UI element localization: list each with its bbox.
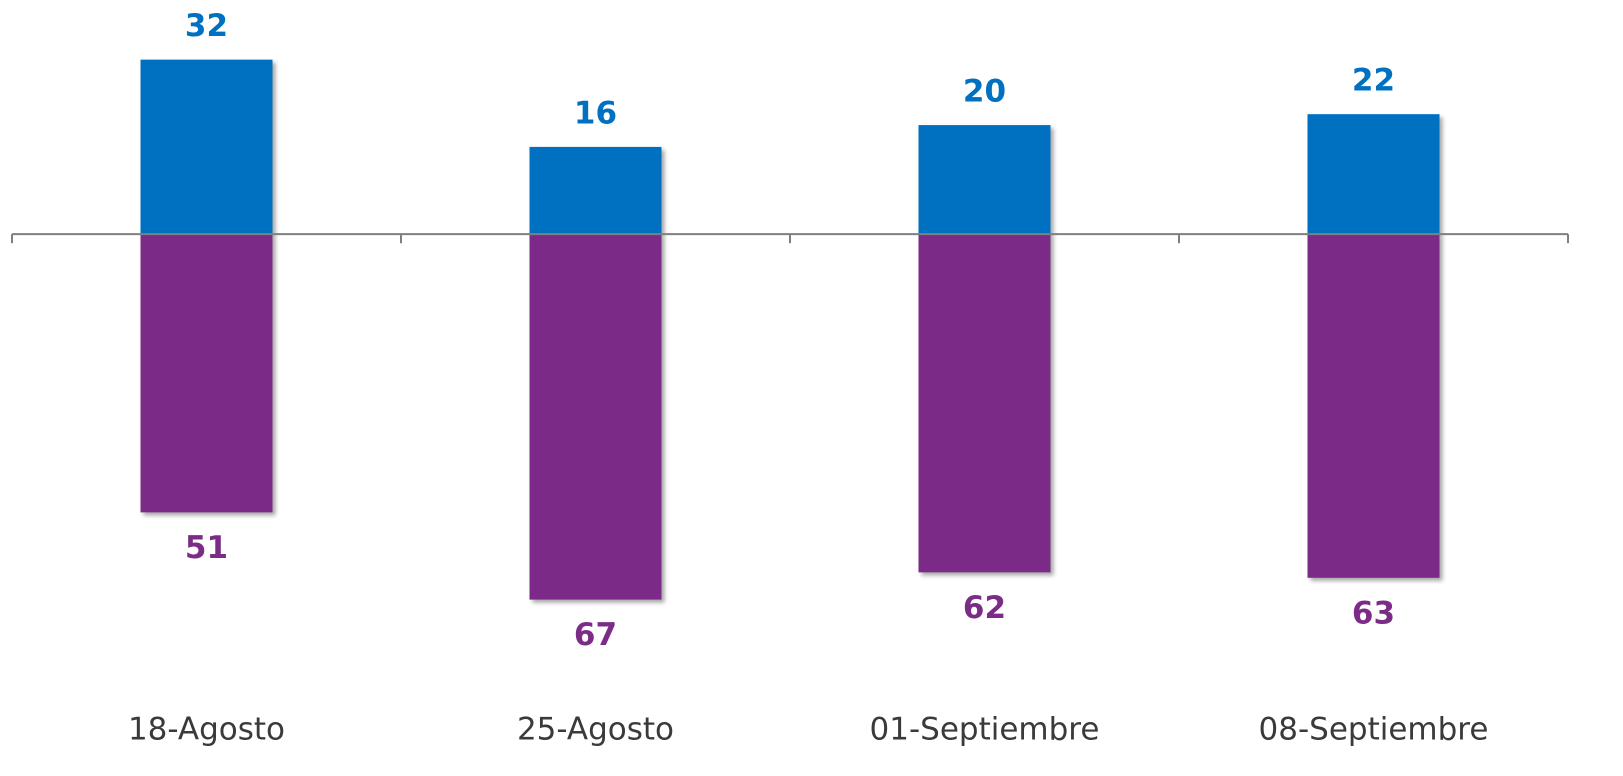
data-label: 22 bbox=[1352, 63, 1395, 99]
x-tick-label: 08-Septiembre bbox=[1259, 712, 1489, 748]
bar bbox=[918, 234, 1051, 573]
bar bbox=[1307, 114, 1440, 235]
x-tick-label: 25-Agosto bbox=[517, 712, 674, 748]
x-tick-label: 18-Agosto bbox=[128, 712, 285, 748]
data-label: 32 bbox=[185, 8, 228, 44]
data-label: 16 bbox=[574, 95, 617, 131]
x-tick-label: 01-Septiembre bbox=[870, 712, 1100, 748]
bar bbox=[1307, 234, 1440, 578]
data-label: 20 bbox=[963, 74, 1006, 110]
data-label: 62 bbox=[963, 590, 1006, 626]
bar bbox=[918, 125, 1051, 235]
bar bbox=[529, 146, 662, 235]
bar bbox=[140, 59, 273, 235]
data-label: 67 bbox=[574, 617, 617, 653]
bar bbox=[140, 234, 273, 513]
bar bbox=[529, 234, 662, 600]
data-label: 51 bbox=[185, 530, 228, 566]
data-label: 63 bbox=[1352, 595, 1395, 631]
